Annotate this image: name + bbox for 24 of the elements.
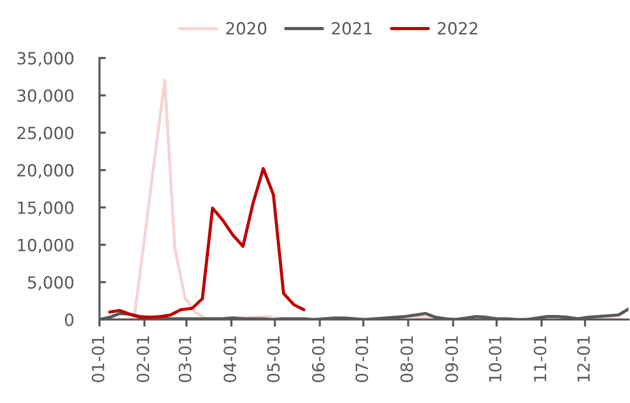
x-tick-label: 05-01 bbox=[267, 336, 280, 382]
y-tick-label: 0 bbox=[64, 313, 74, 326]
x-tick-label: 07-01 bbox=[356, 336, 368, 382]
x-tick-label: 11-01 bbox=[534, 336, 546, 382]
y-tick-label: 15,000 bbox=[18, 201, 74, 216]
x-tick-label: 09-01 bbox=[445, 336, 458, 382]
x-tick-label: 03-01 bbox=[178, 336, 192, 382]
x-tick-label: 10-01 bbox=[488, 336, 502, 382]
y-tick-label: 25,000 bbox=[17, 126, 74, 141]
x-tick-label: 02-01 bbox=[136, 336, 150, 382]
x-tick-label: 04-01 bbox=[224, 336, 236, 382]
y-tick-label: 10,000 bbox=[18, 238, 74, 254]
line-series bbox=[108, 167, 306, 319]
y-tick-label: 5,000 bbox=[28, 276, 74, 290]
legend-label: 2021 bbox=[332, 22, 372, 35]
y-tick-label: 20,000 bbox=[17, 164, 74, 178]
x-tick-label: 06-01 bbox=[312, 336, 325, 382]
y-tick-label: 35,000 bbox=[17, 52, 74, 66]
x-tick-label: 01-01 bbox=[92, 336, 104, 382]
x-tick-label: 12-01 bbox=[577, 336, 590, 382]
x-tick-label: 08-01 bbox=[400, 336, 414, 382]
legend-label: 2022 bbox=[438, 22, 478, 35]
legend-label: 2020 bbox=[226, 22, 266, 35]
y-tick-label: 30,000 bbox=[17, 89, 74, 104]
